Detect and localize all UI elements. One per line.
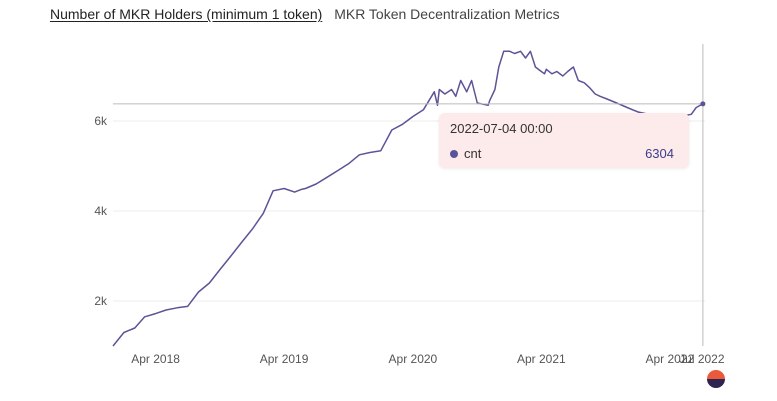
y-tick-label: 4k: [94, 204, 108, 218]
tooltip-value: 6304: [645, 146, 674, 161]
series-color-dot: [450, 150, 458, 158]
y-tick-label: 6k: [94, 114, 108, 128]
series-line-cnt[interactable]: [112, 50, 704, 347]
y-tick-label: 2k: [94, 294, 108, 308]
chart-header: Number of MKR Holders (minimum 1 token) …: [50, 6, 560, 22]
x-tick-label: Apr 2020: [389, 352, 438, 366]
chart-title[interactable]: Number of MKR Holders (minimum 1 token): [50, 6, 323, 22]
chart-subtitle: MKR Token Decentralization Metrics: [334, 6, 560, 22]
x-tick-label: Apr 2022: [645, 352, 694, 366]
tooltip-series-row: cnt 6304: [450, 146, 674, 162]
x-tick-label: Jul 2022: [679, 352, 725, 366]
x-tick-label: Apr 2021: [517, 352, 566, 366]
tooltip-date: 2022-07-04 00:00: [450, 121, 553, 136]
chart-tooltip: 2022-07-04 00:00 cnt 6304: [439, 113, 689, 168]
brand-logo: [707, 370, 725, 388]
x-tick-label: Apr 2019: [260, 352, 309, 366]
tooltip-series-name: cnt: [464, 146, 482, 161]
x-tick-label: Apr 2018: [131, 352, 180, 366]
hover-point: [700, 101, 706, 107]
